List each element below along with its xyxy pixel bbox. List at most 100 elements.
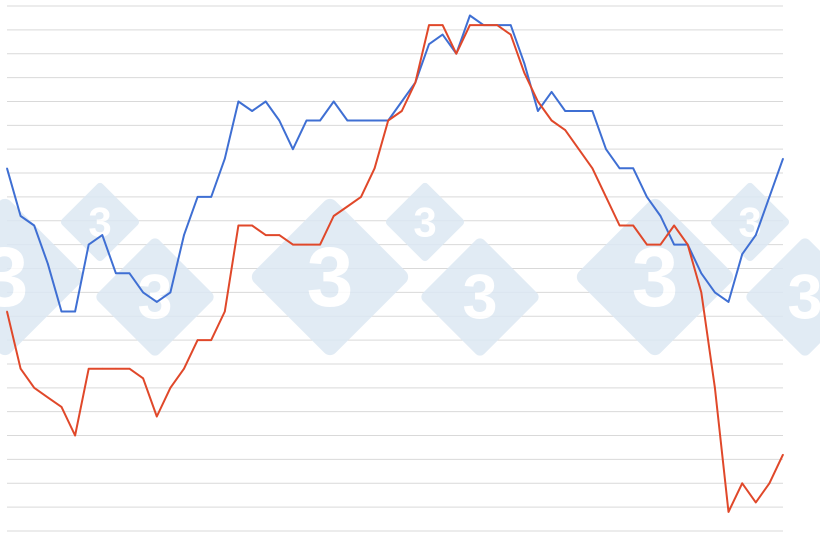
data-point-series-2 [60, 406, 63, 408]
data-point-series-1 [550, 91, 553, 93]
data-point-series-2 [686, 243, 689, 246]
data-point-series-1 [60, 310, 63, 313]
data-point-series-1 [441, 33, 444, 36]
watermark-text: 3 [413, 198, 436, 245]
watermark-text: 3 [738, 198, 761, 245]
data-point-series-2 [455, 52, 458, 55]
data-point-series-2 [224, 310, 226, 313]
data-point-series-2 [264, 234, 267, 236]
data-point-series-2 [251, 224, 253, 227]
watermark-diamond: 3 [0, 198, 84, 356]
data-point-series-2 [74, 434, 76, 437]
data-point-series-2 [673, 224, 675, 227]
data-point-series-2 [741, 482, 743, 485]
data-point-series-2 [47, 396, 49, 399]
data-point-series-2 [632, 224, 635, 227]
watermark-diamond: 3 [576, 198, 734, 356]
data-point-series-2 [441, 24, 444, 26]
data-point-series-2 [754, 501, 757, 504]
watermark-diamond: 3 [96, 238, 214, 356]
data-point-series-1 [537, 110, 539, 112]
watermark-text: 3 [137, 263, 172, 333]
data-point-series-1 [754, 234, 757, 236]
data-point-series-1 [332, 100, 335, 103]
data-point-series-1 [251, 110, 253, 112]
data-point-series-2 [646, 243, 648, 246]
data-point-series-1 [155, 301, 158, 303]
data-point-series-2 [509, 33, 512, 36]
data-point-series-2 [101, 367, 104, 370]
data-point-series-1 [659, 215, 662, 217]
watermark-diamond: 3 [746, 238, 820, 356]
data-point-series-2 [605, 196, 607, 198]
data-point-series-1 [373, 119, 376, 122]
data-point-series-2 [196, 339, 199, 341]
data-point-series-1 [469, 14, 471, 17]
data-point-series-1 [264, 100, 267, 103]
data-point-series-1 [360, 119, 362, 122]
data-point-series-1 [196, 196, 199, 198]
data-point-series-1 [700, 272, 703, 275]
data-point-series-2 [115, 367, 117, 370]
data-point-series-2 [33, 387, 36, 389]
data-point-series-1 [577, 110, 580, 112]
data-point-series-2 [387, 119, 389, 122]
series-lines [6, 14, 784, 513]
data-point-series-2 [169, 387, 172, 389]
data-point-series-2 [768, 482, 771, 485]
data-point-series-1 [74, 310, 76, 313]
watermark-text: 3 [462, 263, 497, 333]
data-point-series-1 [101, 234, 104, 236]
data-point-series-2 [155, 415, 158, 418]
series-line-2 [6, 24, 784, 513]
data-point-series-1 [714, 291, 716, 294]
data-point-series-1 [523, 62, 526, 65]
data-point-series-2 [496, 24, 498, 26]
data-point-series-1 [646, 196, 648, 198]
data-point-series-1 [142, 291, 144, 294]
data-point-series-1 [292, 148, 294, 150]
data-point-series-2 [577, 148, 580, 150]
data-point-series-1 [87, 243, 90, 246]
series-line-1 [6, 14, 784, 313]
data-point-series-1 [33, 224, 36, 227]
data-point-series-1 [768, 196, 771, 198]
data-point-series-2 [591, 167, 594, 170]
data-point-series-2 [714, 387, 716, 389]
data-point-series-2 [700, 291, 703, 294]
watermark-diamond: 3 [60, 182, 140, 262]
data-point-series-2 [550, 119, 553, 122]
data-point-series-2 [237, 224, 240, 227]
data-point-series-2 [564, 129, 566, 131]
data-point-series-2 [128, 367, 131, 370]
data-point-series-1 [782, 157, 784, 160]
data-point-series-1 [224, 157, 226, 160]
watermark-diamond: 3 [251, 198, 409, 356]
data-point-series-1 [115, 272, 117, 275]
data-point-series-2 [332, 215, 335, 217]
data-point-series-2 [346, 205, 349, 208]
data-point-series-2 [360, 196, 362, 198]
data-point-series-2 [537, 100, 539, 103]
data-point-series-2 [482, 24, 485, 26]
data-point-series-2 [469, 24, 471, 26]
data-point-series-2 [305, 243, 308, 246]
data-point-series-1 [632, 167, 635, 170]
data-point-series-1 [346, 119, 349, 122]
data-point-series-1 [564, 110, 566, 112]
data-point-series-2 [414, 81, 417, 84]
data-point-series-2 [401, 110, 403, 112]
watermark-diamond: 3 [385, 182, 465, 262]
data-point-series-1 [128, 272, 131, 275]
data-point-series-1 [305, 119, 308, 122]
data-point-series-1 [237, 100, 240, 103]
data-point-series-1 [727, 301, 730, 303]
data-point-series-2 [87, 367, 90, 370]
data-point-series-1 [319, 119, 321, 122]
data-point-series-2 [727, 511, 730, 513]
data-point-series-2 [523, 72, 526, 74]
watermark-text: 3 [787, 263, 820, 333]
data-point-series-1 [605, 148, 607, 150]
data-point-series-2 [19, 367, 22, 370]
